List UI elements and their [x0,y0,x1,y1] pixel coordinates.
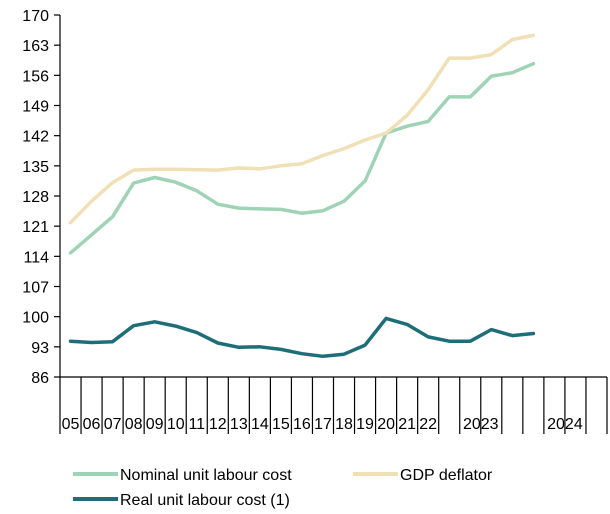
y-tick-label: 100 [22,310,49,327]
y-tick-label: 128 [22,189,49,206]
y-tick-label: 142 [22,129,49,146]
series-line-2 [68,33,536,225]
x-tick-label: 10 [167,416,185,433]
x-tick-label: 2023 [463,416,499,433]
x-tick-label: 11 [188,416,205,433]
y-tick-label: 170 [22,8,49,25]
x-tick-label: 22 [419,416,437,433]
x-tick-label: 19 [356,416,374,433]
series-line-1 [68,61,536,255]
legend-label-1: Nominal unit labour cost [120,467,292,484]
y-tick-label: 93 [31,340,49,357]
x-tick-label: 06 [83,416,101,433]
y-tick-label: 163 [22,38,49,55]
x-tick-label: 20 [377,416,395,433]
x-tick-label: 21 [398,416,416,433]
legend-label-2: GDP deflator [400,467,493,484]
x-tick-label: 17 [314,416,332,433]
y-tick-label: 107 [22,280,49,297]
x-tick-label: 15 [272,416,290,433]
x-tick-label: 2024 [547,416,583,433]
x-tick-label: 16 [293,416,311,433]
x-tick-label: 09 [146,416,164,433]
x-tick-label: 14 [251,416,269,433]
y-tick-label: 121 [22,219,49,236]
legend: Nominal unit labour cost GDP deflator Real… [73,467,493,509]
legend-label-3: Real unit labour cost (1) [120,492,290,509]
y-tick-label: 86 [31,370,49,387]
y-tick-label: 135 [22,159,49,176]
x-tick-label: 18 [335,416,353,433]
x-tick-label: 12 [209,416,227,433]
x-tick-label: 13 [230,416,248,433]
series-line-3 [68,316,536,359]
x-tick-label: 05 [62,416,80,433]
y-tick-label: 114 [23,249,49,266]
x-tick-label: 08 [125,416,143,433]
y-tick-label: 156 [22,68,49,85]
y-tick-label: 149 [22,99,49,116]
x-tick-label: 07 [104,416,122,433]
